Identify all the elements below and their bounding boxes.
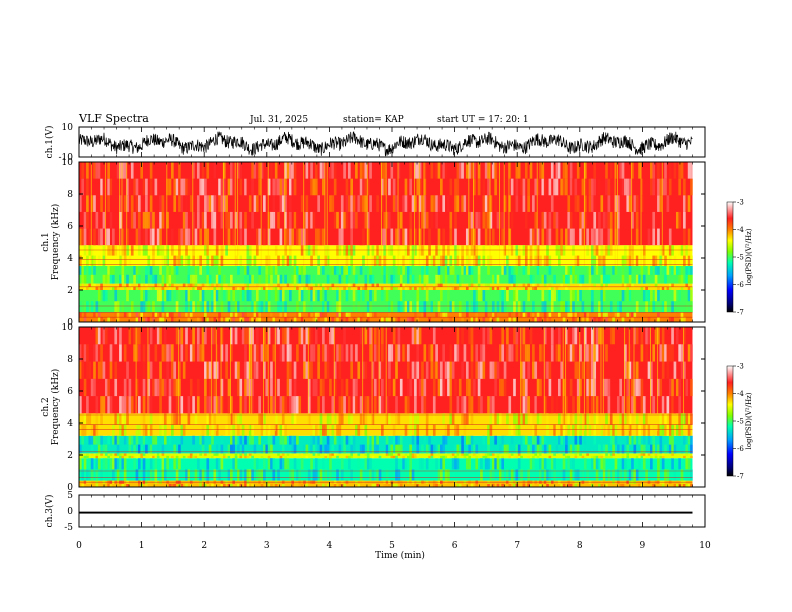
- time-tick-3: 3: [264, 541, 270, 551]
- ch3-ytick-top: 5: [67, 491, 73, 501]
- figure-title: VLF Spectra: [78, 112, 149, 125]
- ch1-waveform-line: [78, 131, 693, 157]
- time-tick-1: 1: [139, 541, 145, 551]
- ch2-spec-ytick-0: 0: [67, 483, 73, 493]
- ch2-ylabel-line1: ch.2: [41, 397, 51, 416]
- ch1-spec-cbtick--3: -3: [737, 199, 744, 207]
- time-tick-2: 2: [201, 541, 207, 551]
- ch1-colorbar-label: log(PSD)(V²/Hz): [745, 228, 753, 285]
- time-tick-8: 8: [577, 541, 583, 551]
- ch1-spec-cbtick--7: -7: [737, 309, 744, 317]
- ch1-spec-cbtick--5: -5: [737, 254, 744, 262]
- ch1-ylabel-line1: ch.1: [41, 232, 51, 251]
- time-tick-5: 5: [389, 541, 395, 551]
- ch1-waveform-panel: 10 -10 ch.1(V): [44, 123, 706, 163]
- ch2-colorbar: [726, 365, 734, 477]
- ch1-spec-ytick-2: 2: [67, 286, 73, 296]
- time-tick-6: 6: [452, 541, 458, 551]
- ch3-waveform-line: [79, 511, 693, 514]
- ch1-spec-cbtick--4: -4: [737, 226, 744, 234]
- ch2-ylabel-line2: Frequency (kHz): [50, 369, 61, 446]
- ch1-waveform-trace: [78, 131, 693, 157]
- ch2-spec-cbtick--7: -7: [737, 473, 744, 481]
- ch1-waveform-ylabel: ch.1(V): [44, 126, 55, 159]
- time-tick-7: 7: [514, 541, 520, 551]
- time-tick-10: 10: [699, 541, 711, 551]
- ch2-colorbar-label: log(PSD)(V²/Hz): [745, 392, 753, 449]
- ch1-spec-ytick-4: 4: [67, 254, 73, 264]
- date-label: Jul. 31, 2025: [249, 115, 308, 125]
- ch1-spec-ytick-10: 10: [62, 158, 74, 168]
- ch1-spec-ytick-6: 6: [67, 222, 73, 232]
- time-tick-9: 9: [640, 541, 646, 551]
- time-axis-label: Time (min): [375, 550, 425, 561]
- time-tick-4: 4: [327, 541, 333, 551]
- start-time-label: start UT = 17: 20: 1: [437, 115, 529, 125]
- station-label: station= KAP: [343, 115, 404, 125]
- ch1-spec-ytick-8: 8: [67, 190, 73, 200]
- time-axis-ticks: 0 1 2 3 4 5 6 7 8 9 10: [76, 127, 711, 551]
- ch2-spec-cbtick--6: -6: [737, 445, 744, 453]
- ch2-spec-cbtick--3: -3: [737, 363, 744, 371]
- ch2-spec-ytick-8: 8: [67, 355, 73, 365]
- ch3-ytick-mid: 0: [67, 507, 73, 517]
- ch1-spec-cbtick--6: -6: [737, 281, 744, 289]
- ch2-spectrogram-image: [79, 327, 693, 487]
- ch2-spec-ytick-10: 10: [62, 323, 74, 333]
- ch2-spec-ytick-6: 6: [67, 387, 73, 397]
- ch3-waveform-ylabel: ch.3(V): [44, 495, 55, 528]
- ch1-ytick-top: 10: [62, 123, 74, 133]
- ch2-spec-cbtick--5: -5: [737, 418, 744, 426]
- ch3-ytick-bottom: -5: [64, 523, 73, 533]
- time-tick-0: 0: [76, 541, 82, 551]
- ch2-spec-cbtick--4: -4: [737, 390, 744, 398]
- ch1-spec-ytick-0: 0: [67, 318, 73, 328]
- ch3-waveform-trace: [79, 511, 693, 514]
- ch1-ytick-bottom: -10: [59, 153, 74, 163]
- ch1-ylabel-line2: Frequency (kHz): [50, 204, 61, 281]
- ch1-colorbar: [726, 201, 734, 313]
- ch2-spec-ytick-4: 4: [67, 419, 73, 429]
- ch3-waveform-panel: 5 0 -5 ch.3(V): [44, 491, 706, 533]
- ch1-spectrogram-image: [79, 162, 693, 322]
- ch2-spec-ytick-2: 2: [67, 451, 73, 461]
